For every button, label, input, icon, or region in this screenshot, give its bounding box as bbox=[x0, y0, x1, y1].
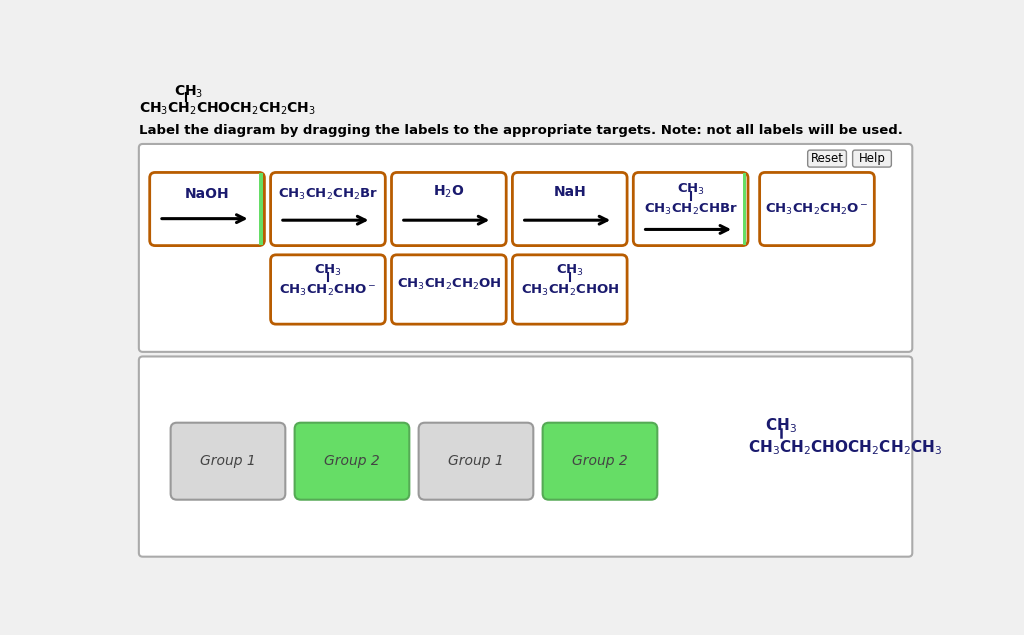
FancyBboxPatch shape bbox=[295, 423, 410, 500]
Text: H$_2$O: H$_2$O bbox=[433, 184, 465, 200]
FancyBboxPatch shape bbox=[391, 255, 506, 324]
Text: CH$_3$CH$_2$CHOCH$_2$CH$_2$CH$_3$: CH$_3$CH$_2$CHOCH$_2$CH$_2$CH$_3$ bbox=[139, 101, 315, 117]
FancyBboxPatch shape bbox=[150, 173, 264, 246]
Text: Group 2: Group 2 bbox=[325, 454, 380, 468]
FancyBboxPatch shape bbox=[391, 173, 506, 246]
FancyBboxPatch shape bbox=[171, 423, 286, 500]
Text: CH$_3$: CH$_3$ bbox=[677, 182, 705, 197]
Text: CH$_3$CH$_2$CHBr: CH$_3$CH$_2$CHBr bbox=[644, 202, 737, 217]
Text: CH$_3$CH$_2$CHOCH$_2$CH$_2$CH$_3$: CH$_3$CH$_2$CHOCH$_2$CH$_2$CH$_3$ bbox=[748, 438, 942, 457]
Text: CH$_3$CH$_2$CHO$^-$: CH$_3$CH$_2$CHO$^-$ bbox=[280, 283, 377, 298]
Text: Label the diagram by dragging the labels to the appropriate targets. Note: not a: Label the diagram by dragging the labels… bbox=[139, 124, 903, 137]
FancyBboxPatch shape bbox=[543, 423, 657, 500]
FancyBboxPatch shape bbox=[760, 173, 874, 246]
Text: CH$_3$CH$_2$CH$_2$Br: CH$_3$CH$_2$CH$_2$Br bbox=[278, 187, 378, 201]
FancyBboxPatch shape bbox=[270, 255, 385, 324]
Text: CH$_3$: CH$_3$ bbox=[765, 417, 797, 435]
FancyBboxPatch shape bbox=[512, 255, 627, 324]
FancyBboxPatch shape bbox=[808, 150, 847, 167]
FancyBboxPatch shape bbox=[259, 173, 263, 245]
FancyBboxPatch shape bbox=[270, 173, 385, 246]
Text: NaOH: NaOH bbox=[184, 187, 229, 201]
Text: Group 2: Group 2 bbox=[572, 454, 628, 468]
FancyBboxPatch shape bbox=[633, 173, 748, 246]
FancyBboxPatch shape bbox=[139, 144, 912, 352]
Text: CH$_3$CH$_2$CH$_2$OH: CH$_3$CH$_2$CH$_2$OH bbox=[396, 277, 501, 293]
FancyBboxPatch shape bbox=[512, 173, 627, 246]
Text: CH$_3$: CH$_3$ bbox=[556, 262, 584, 277]
Text: Help: Help bbox=[858, 152, 886, 165]
FancyBboxPatch shape bbox=[139, 356, 912, 557]
Text: CH$_3$CH$_2$CHOH: CH$_3$CH$_2$CHOH bbox=[520, 283, 618, 298]
Text: Group 1: Group 1 bbox=[449, 454, 504, 468]
FancyBboxPatch shape bbox=[742, 173, 746, 245]
Text: Reset: Reset bbox=[811, 152, 844, 165]
Text: NaH: NaH bbox=[553, 185, 586, 199]
Text: Group 1: Group 1 bbox=[200, 454, 256, 468]
Text: CH$_3$: CH$_3$ bbox=[174, 84, 204, 100]
Text: CH$_3$CH$_2$CH$_2$O$^-$: CH$_3$CH$_2$CH$_2$O$^-$ bbox=[765, 201, 868, 217]
Text: CH$_3$: CH$_3$ bbox=[314, 262, 342, 277]
FancyBboxPatch shape bbox=[419, 423, 534, 500]
FancyBboxPatch shape bbox=[853, 150, 891, 167]
